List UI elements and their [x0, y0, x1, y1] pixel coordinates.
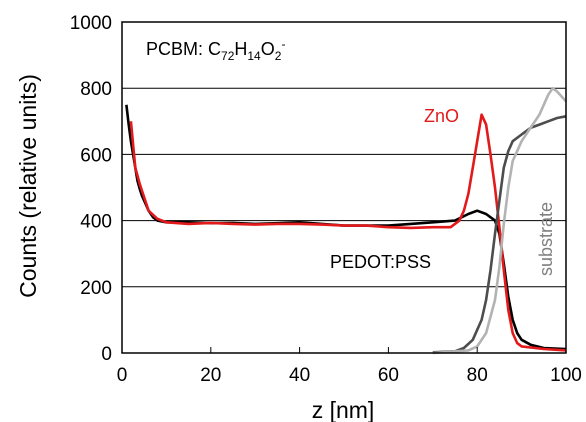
zno-label: ZnO: [424, 106, 459, 126]
series-group: [125, 86, 567, 355]
y-tick-label: 1000: [70, 13, 112, 34]
x-tick-label: 0: [117, 365, 128, 386]
series-line-substrate-dark: [432, 115, 567, 354]
ticks: 0 200 400 600 800 1000 0 20 40 60 80 100: [70, 13, 582, 386]
y-tick-label: 400: [80, 212, 112, 233]
x-tick-label: 20: [200, 365, 221, 386]
y-tick-label: 200: [80, 278, 112, 299]
y-tick-label: 600: [80, 145, 112, 166]
x-tick-label: 80: [467, 365, 488, 386]
x-axis-label: z [nm]: [312, 397, 375, 422]
y-tick-label: 800: [80, 79, 112, 100]
substrate-label: substrate: [536, 202, 556, 276]
grid: [122, 87, 566, 288]
x-tick-label: 40: [289, 365, 310, 386]
pedot-label: PEDOT:PSS: [330, 252, 431, 272]
series-line-zno: [129, 113, 567, 352]
series-line-substrate-light: [432, 86, 567, 355]
y-axis-label: Counts (relative units): [15, 74, 41, 298]
species-annotation: PCBM: C72H14O2-: [146, 37, 285, 63]
plot-frame: [121, 21, 567, 354]
x-tick-label: 100: [550, 365, 582, 386]
x-tick-label: 60: [378, 365, 399, 386]
y-tick-label: 0: [101, 344, 112, 365]
